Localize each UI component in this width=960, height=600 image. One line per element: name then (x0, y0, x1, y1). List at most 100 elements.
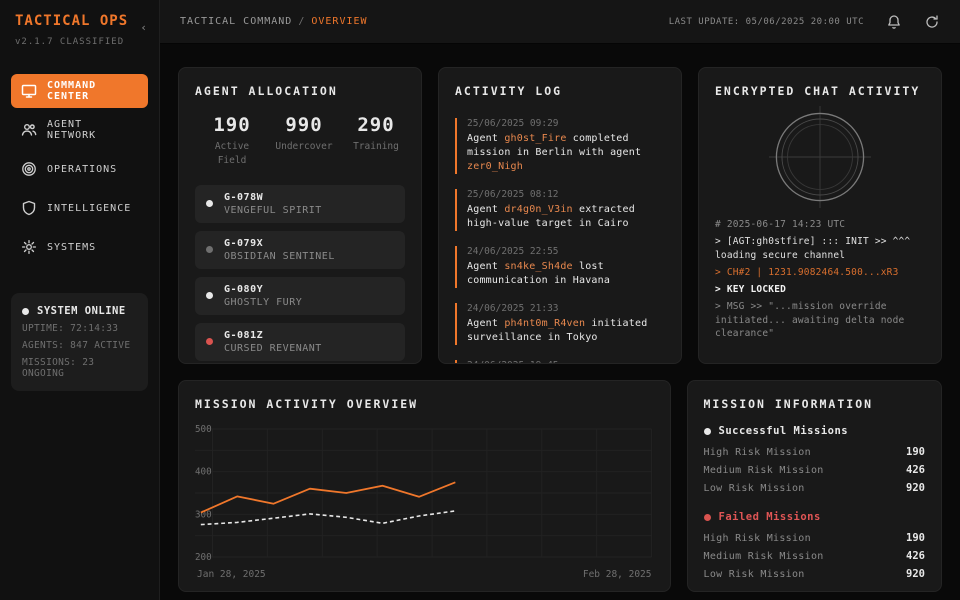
agent-id: G-081Z (224, 329, 264, 341)
mission-group-label: Successful Missions (718, 425, 849, 437)
shield-icon (21, 200, 37, 216)
log-message: Agent dr4g0n_V3in extracted high-value t… (467, 203, 665, 231)
chevron-left-icon[interactable]: ‹ (140, 21, 147, 34)
uptime-text: UPTIME: 72:14:33 (22, 323, 119, 334)
sidebar-item-label: OPERATIONS (47, 163, 118, 175)
terminal-line: > CH#2 | 1231.9082464.500...xR3 (715, 266, 899, 278)
agent-list: G-078W VENGEFUL SPIRIT G-079X OBSIDIAN SENT… (195, 184, 405, 361)
agent-status-dot (206, 200, 213, 207)
sidebar-item-intelligence[interactable]: INTELLIGENCE (11, 191, 148, 225)
breadcrumb: TACTICAL COMMAND / OVERVIEW (180, 16, 368, 27)
sidebar-item-command-center[interactable]: COMMAND CENTER (11, 74, 148, 108)
agent-codename: CURSED REVENANT (224, 342, 322, 354)
sidebar-item-operations[interactable]: OPERATIONS (11, 152, 148, 186)
log-entry: 24/06/2025 19:45 (455, 360, 665, 363)
mission-activity-card: MISSION ACTIVITY OVERVIEW 500 400 300 200 J… (178, 380, 671, 592)
missions-text: MISSIONS: 23 ONGOING (22, 357, 95, 379)
target-icon (21, 161, 37, 177)
log-timestamp: 24/06/2025 22:55 (467, 246, 559, 257)
log-timestamp: 24/06/2025 19:45 (467, 360, 665, 363)
log-message-text: Agent (467, 133, 505, 144)
agent-status-dot (206, 246, 213, 253)
breadcrumb-separator: / (298, 16, 306, 27)
mission-row-value: 426 (906, 550, 925, 562)
mission-group-label: Failed Missions (718, 511, 821, 523)
system-status-title: SYSTEM ONLINE (37, 305, 126, 317)
agent-handle: dr4g0n_V3in (504, 204, 573, 215)
log-message: Agent sn4ke_Sh4de lost communication in … (467, 260, 665, 288)
radar-crosshair-icon (715, 106, 925, 208)
stat-value: 190 (213, 114, 251, 136)
agent-row[interactable]: G-078W VENGEFUL SPIRIT (195, 184, 405, 223)
mission-group: Successful Missions High Risk Mission 190 M… (703, 425, 926, 497)
agent-id: G-079X (224, 237, 264, 249)
agent-info: G-081Z CURSED REVENANT (224, 330, 322, 354)
agent-row[interactable]: G-079X OBSIDIAN SENTINEL (195, 230, 405, 269)
stat-value: 290 (357, 114, 395, 136)
sidebar-nav: COMMAND CENTER AGENT NETWORK OPERATIONS … (0, 74, 159, 264)
sidebar-item-label: COMMAND CENTER (47, 80, 97, 102)
agent-row[interactable]: G-080Y GHOSTLY FURY (195, 276, 405, 315)
monitor-icon (21, 83, 37, 99)
mission-group-dot (703, 427, 711, 435)
topbar: TACTICAL COMMAND / OVERVIEW LAST UPDATE: 0… (160, 0, 960, 44)
log-entry: 24/06/2025 22:55 Agent sn4ke_Sh4de lost c… (455, 246, 665, 288)
bell-icon[interactable] (886, 14, 902, 30)
agents-text: AGENTS: 847 ACTIVE (22, 340, 131, 351)
encrypted-chat-title: ENCRYPTED CHAT ACTIVITY (715, 84, 921, 98)
mission-group-rows: High Risk Mission 190 Medium Risk Mission 4… (704, 443, 926, 497)
main-area: TACTICAL COMMAND / OVERVIEW LAST UPDATE: 0… (160, 0, 960, 600)
agent-info: G-079X OBSIDIAN SENTINEL (224, 238, 335, 262)
mission-group-rows: High Risk Mission 190 Medium Risk Mission 4… (704, 529, 926, 583)
encrypted-chat-card: ENCRYPTED CHAT ACTIVITY # 2025-06-17 14:… (698, 67, 942, 364)
log-timestamp: 24/06/2025 21:33 (467, 303, 559, 314)
mission-info-card: MISSION INFORMATION Successful Missions H… (686, 380, 942, 592)
log-message-text: extracted high-value target in Cairo (467, 204, 635, 229)
sidebar-item-label: SYSTEMS (47, 241, 97, 253)
breadcrumb-root[interactable]: TACTICAL COMMAND (180, 16, 293, 27)
mission-row: Low Risk Mission 920 (704, 565, 926, 583)
mission-info-groups: Successful Missions High Risk Mission 190 M… (703, 425, 926, 583)
log-entry: 25/06/2025 09:29 Agent gh0st_Fire complet… (455, 118, 665, 174)
activity-log-list: 25/06/2025 09:29 Agent gh0st_Fire complet… (455, 118, 665, 363)
mission-group: Failed Missions High Risk Mission 190 Mediu… (703, 511, 926, 583)
agent-handle: gh0st_Fire (504, 133, 567, 144)
stat-training: 290 Training (347, 114, 405, 169)
log-message-text: initiated surveillance in Tokyo (467, 318, 648, 343)
agent-handle: zer0_Nigh (467, 161, 523, 172)
agent-codename: VENGEFUL SPIRIT (224, 204, 322, 216)
mission-row-value: 190 (906, 446, 925, 458)
agent-id: G-080Y (224, 283, 264, 295)
mission-row-value: 920 (906, 482, 925, 494)
terminal-line: > KEY LOCKED (715, 284, 787, 296)
terminal-output: # 2025-06-17 14:23 UTC > [AGT:gh0stfire] … (715, 218, 925, 340)
sidebar-item-systems[interactable]: SYSTEMS (11, 230, 148, 264)
agent-allocation-card: AGENT ALLOCATION 190 Active Field 990 Un… (178, 67, 422, 364)
sidebar-item-agent-network[interactable]: AGENT NETWORK (11, 113, 148, 147)
log-timestamp: 25/06/2025 08:12 (467, 189, 559, 200)
stat-undercover: 990 Undercover (275, 114, 333, 169)
sidebar: TACTICAL OPS ‹ v2.1.7 CLASSIFIED COMMAND… (0, 0, 160, 600)
mission-row-label: High Risk Mission (703, 532, 811, 544)
mission-group-header: Successful Missions (703, 425, 926, 437)
chart-line-secondary-missions (200, 510, 456, 526)
y-tick-label: 500 (195, 424, 212, 435)
mission-row-label: Medium Risk Mission (703, 550, 824, 562)
log-message: Agent gh0st_Fire completed mission in Be… (467, 132, 665, 174)
system-status-panel: SYSTEM ONLINE UPTIME: 72:14:33 AGENTS: 8… (11, 293, 148, 391)
agent-status-dot (206, 292, 213, 299)
sidebar-item-label: AGENT NETWORK (47, 119, 97, 141)
agent-status-dot (206, 338, 213, 345)
users-icon (21, 122, 37, 138)
refresh-icon[interactable] (924, 14, 940, 30)
agent-codename: OBSIDIAN SENTINEL (224, 250, 335, 262)
mission-group-header: Failed Missions (703, 511, 926, 523)
agent-row[interactable]: G-081Z CURSED REVENANT (195, 322, 405, 361)
mission-row-value: 920 (906, 568, 925, 580)
agent-handle: ph4nt0m_R4ven (504, 318, 586, 329)
log-entry: 24/06/2025 21:33 Agent ph4nt0m_R4ven init… (455, 303, 665, 345)
mission-row: High Risk Mission 190 (704, 529, 926, 547)
log-timestamp: 25/06/2025 09:29 (467, 118, 559, 129)
stat-label: Undercover (275, 141, 333, 152)
agent-info: G-080Y GHOSTLY FURY (224, 284, 302, 308)
